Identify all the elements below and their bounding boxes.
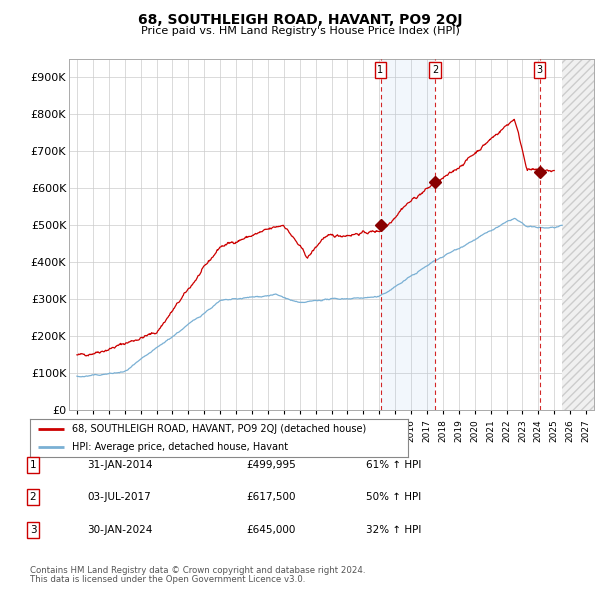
- Text: 32% ↑ HPI: 32% ↑ HPI: [366, 525, 421, 535]
- Text: 31-JAN-2014: 31-JAN-2014: [87, 460, 152, 470]
- Text: 50% ↑ HPI: 50% ↑ HPI: [366, 493, 421, 502]
- Text: 3: 3: [29, 525, 37, 535]
- Text: HPI: Average price, detached house, Havant: HPI: Average price, detached house, Hava…: [71, 442, 288, 453]
- Text: 1: 1: [29, 460, 37, 470]
- Text: 1: 1: [377, 65, 383, 75]
- Text: £645,000: £645,000: [246, 525, 295, 535]
- Text: 68, SOUTHLEIGH ROAD, HAVANT, PO9 2QJ: 68, SOUTHLEIGH ROAD, HAVANT, PO9 2QJ: [138, 13, 462, 27]
- Text: 3: 3: [536, 65, 542, 75]
- Text: Contains HM Land Registry data © Crown copyright and database right 2024.: Contains HM Land Registry data © Crown c…: [30, 566, 365, 575]
- Text: 30-JAN-2024: 30-JAN-2024: [87, 525, 152, 535]
- Text: 61% ↑ HPI: 61% ↑ HPI: [366, 460, 421, 470]
- Text: Price paid vs. HM Land Registry's House Price Index (HPI): Price paid vs. HM Land Registry's House …: [140, 26, 460, 36]
- Bar: [380, 59, 435, 410]
- Text: This data is licensed under the Open Government Licence v3.0.: This data is licensed under the Open Gov…: [30, 575, 305, 584]
- Text: 2: 2: [29, 493, 37, 502]
- Text: 68, SOUTHLEIGH ROAD, HAVANT, PO9 2QJ (detached house): 68, SOUTHLEIGH ROAD, HAVANT, PO9 2QJ (de…: [71, 424, 366, 434]
- Text: £617,500: £617,500: [246, 493, 296, 502]
- Bar: [562, 59, 594, 410]
- Text: 03-JUL-2017: 03-JUL-2017: [87, 493, 151, 502]
- Text: 2: 2: [432, 65, 438, 75]
- Text: £499,995: £499,995: [246, 460, 296, 470]
